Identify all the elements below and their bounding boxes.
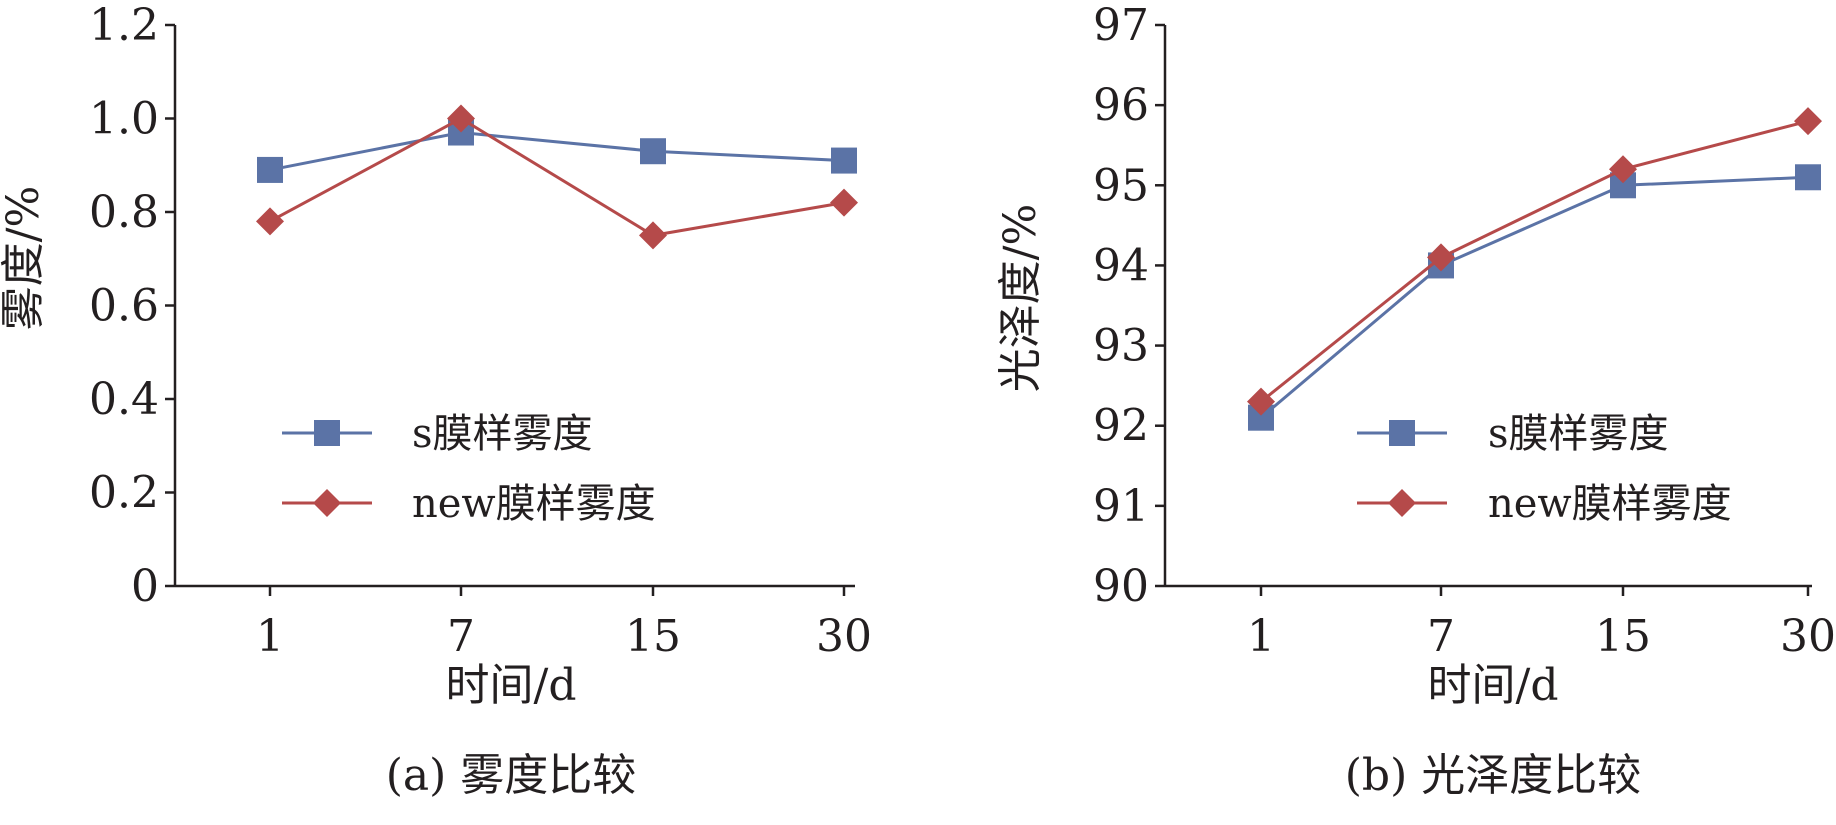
series-1-point	[256, 207, 284, 236]
x-tick-label: 15	[1595, 611, 1651, 662]
x-axis-title: 时间/d	[446, 660, 577, 711]
y-tick-label: 91	[1093, 481, 1149, 532]
x-tick-label: 7	[447, 611, 475, 662]
x-tick-label: 30	[816, 611, 872, 662]
x-tick-label: 15	[625, 611, 681, 662]
legend-marker	[1389, 420, 1415, 446]
y-axis-title: 光泽度/%	[995, 204, 1046, 393]
legend-marker	[313, 489, 341, 517]
series-0-point	[640, 138, 666, 165]
series-1-point	[1247, 387, 1275, 416]
y-tick-label: 92	[1093, 401, 1149, 452]
y-tick-label: 95	[1093, 160, 1149, 211]
legend-label: new膜样雾度	[412, 481, 656, 527]
series-1-point	[1609, 155, 1637, 184]
y-tick-label: 0.2	[89, 468, 159, 519]
series-line-1	[269, 116, 845, 237]
x-tick-label: 7	[1427, 611, 1455, 662]
chart-caption: (a) 雾度比较	[386, 750, 637, 801]
x-tick-label: 1	[1247, 611, 1275, 662]
legend-label: new膜样雾度	[1488, 481, 1732, 527]
x-axis-title: 时间/d	[1428, 660, 1559, 711]
y-tick-label: 94	[1093, 240, 1149, 291]
x-tick-label: 1	[256, 611, 284, 662]
series-0-point	[257, 156, 283, 183]
legend: s膜样雾度 new膜样雾度	[282, 411, 656, 527]
series-0-point	[1795, 164, 1821, 191]
legend: s膜样雾度 new膜样雾度	[1357, 411, 1732, 527]
series-line-0	[1260, 175, 1809, 419]
y-tick-label: 93	[1093, 321, 1149, 372]
y-tick-label: 0.6	[89, 281, 159, 332]
chart-haze: 0 0.2 0.4 0.6 0.8 1.0 1.2 1 7 15 30 时间/d 雾度/% (a) 雾度比…	[0, 0, 872, 801]
series-1-point	[1427, 243, 1455, 272]
series-1-point	[447, 104, 475, 133]
y-tick-label: 0.8	[89, 187, 159, 238]
series-1-point	[1794, 107, 1822, 136]
legend-label: s膜样雾度	[1488, 411, 1669, 457]
y-tick-label: 1.2	[89, 0, 159, 51]
y-tick-label: 0	[131, 561, 159, 612]
series-line-0	[269, 131, 845, 172]
y-tick-label: 1.0	[89, 94, 159, 145]
x-tick-label: 30	[1780, 611, 1836, 662]
series-0-point	[831, 147, 857, 174]
series-1-point	[830, 188, 858, 217]
y-tick-label: 97	[1093, 0, 1149, 51]
chart-gloss: 90 91 92 93 94 95 96 97 1 7 15 30 时间/d 光泽度/% (b) 光泽度比较…	[995, 0, 1836, 801]
y-axis-title: 雾度/%	[0, 186, 49, 331]
series-line-1	[1260, 119, 1809, 403]
y-tick-label: 0.4	[89, 374, 159, 425]
y-tick-label: 90	[1093, 561, 1149, 612]
chart-caption: (b) 光泽度比较	[1345, 750, 1641, 801]
legend-label: s膜样雾度	[412, 411, 593, 457]
y-tick-label: 96	[1093, 80, 1149, 131]
legend-marker	[314, 420, 340, 446]
series-1-point	[639, 221, 667, 250]
legend-marker	[1388, 489, 1416, 517]
